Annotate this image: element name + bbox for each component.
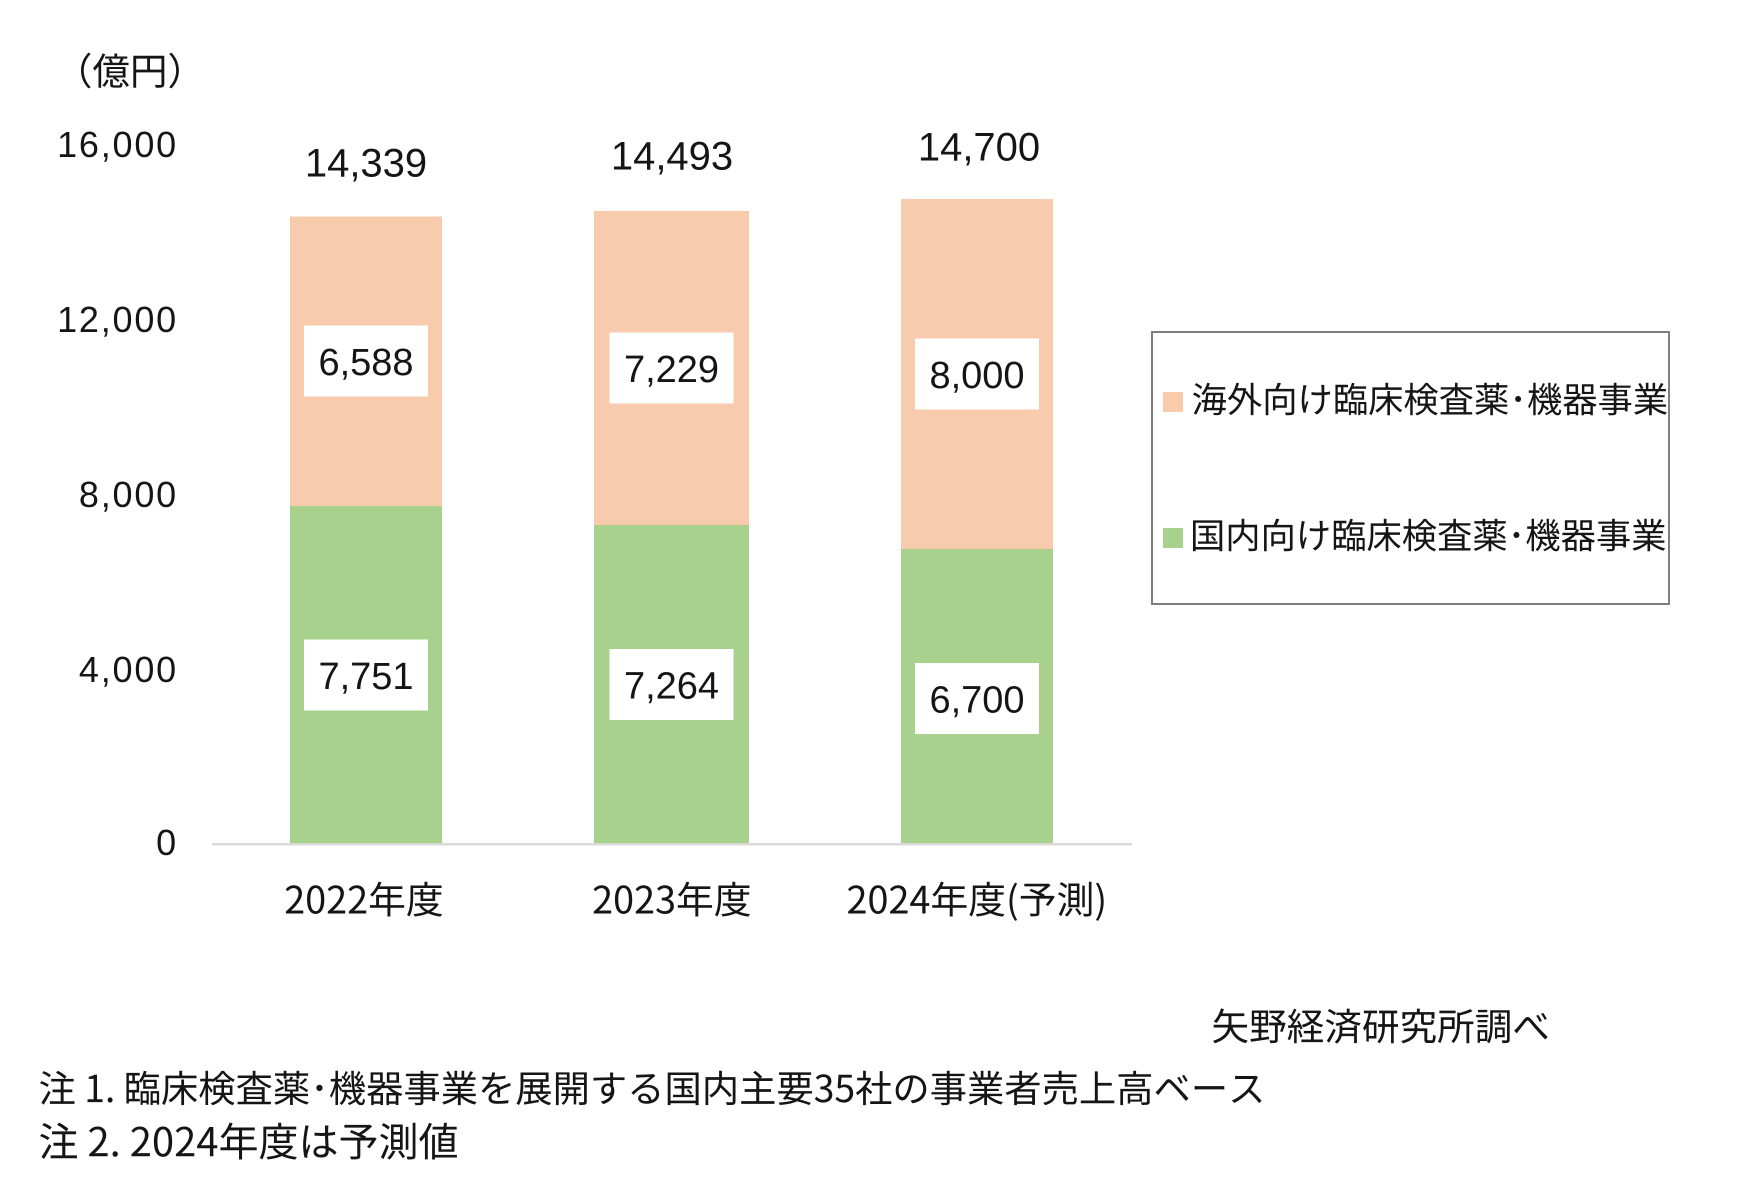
- svg-text:0: 0: [156, 822, 178, 863]
- svg-text:6,588: 6,588: [318, 342, 413, 384]
- svg-text:7,751: 7,751: [318, 656, 413, 698]
- svg-text:16,000: 16,000: [57, 124, 178, 165]
- svg-text:14,339: 14,339: [305, 142, 427, 186]
- svg-text:14,493: 14,493: [611, 135, 733, 179]
- svg-text:8,000: 8,000: [79, 474, 178, 515]
- svg-text:4,000: 4,000: [79, 649, 178, 690]
- svg-text:8,000: 8,000: [929, 355, 1024, 397]
- svg-text:6,700: 6,700: [929, 679, 1024, 721]
- svg-text:7,264: 7,264: [624, 665, 719, 707]
- svg-text:14,700: 14,700: [918, 126, 1040, 170]
- svg-text:12,000: 12,000: [57, 299, 178, 340]
- svg-text:7,229: 7,229: [624, 349, 719, 391]
